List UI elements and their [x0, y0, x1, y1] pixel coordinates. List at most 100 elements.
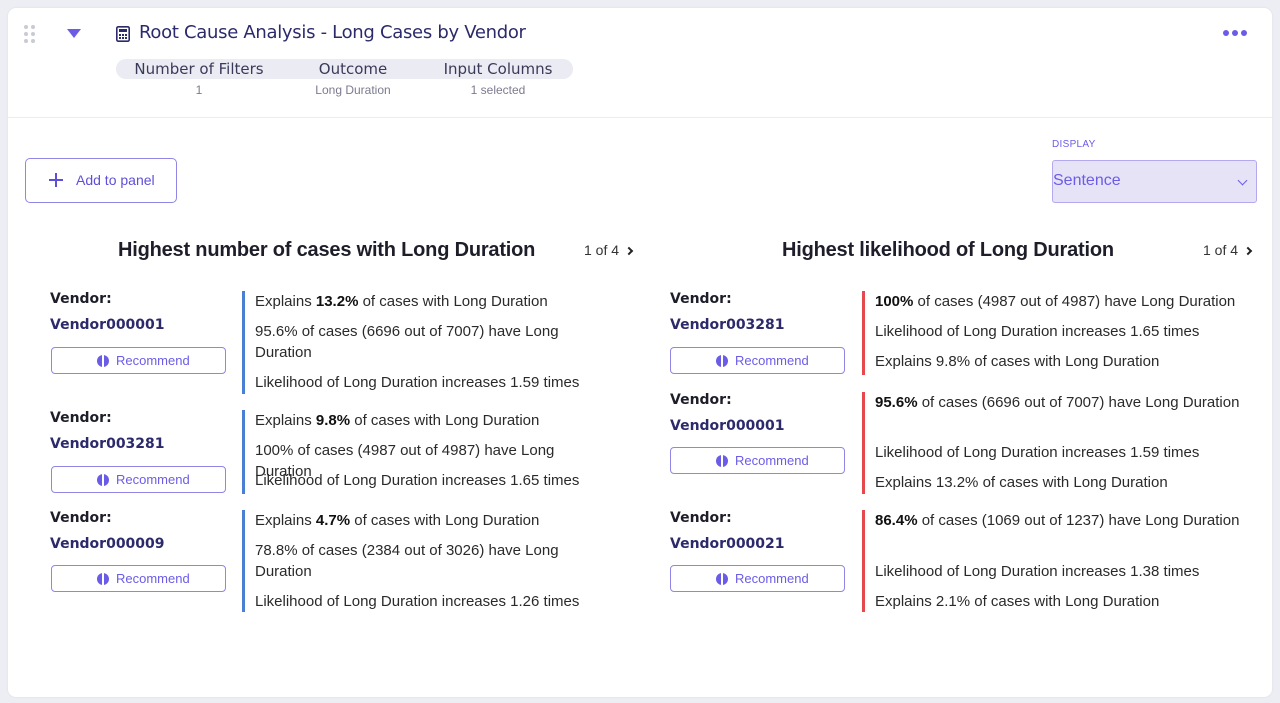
- left-vendor-block: Vendor: Vendor003281: [50, 410, 165, 452]
- recommend-icon: [716, 355, 728, 367]
- statement-text: Explains: [255, 412, 316, 429]
- statement-text: Likelihood of Long Duration increases 1.…: [255, 472, 580, 489]
- recommend-label: Recommend: [116, 571, 190, 586]
- insight-statement: Likelihood of Long Duration increases 1.…: [875, 561, 1255, 582]
- recommend-icon: [716, 573, 728, 585]
- recommend-label: Recommend: [116, 472, 190, 487]
- left-panel-title: Highest number of cases with Long Durati…: [118, 239, 536, 261]
- vendor-label: Vendor:: [50, 510, 112, 526]
- collapse-caret-icon[interactable]: [67, 29, 81, 38]
- left-insight-bar: [242, 510, 245, 612]
- recommend-button[interactable]: Recommend: [51, 347, 226, 374]
- right-panel-pager[interactable]: 1 of 4: [1203, 242, 1253, 258]
- statement-highlight: 13.2%: [315, 293, 359, 310]
- statement-text: Explains: [255, 512, 316, 529]
- vendor-label: Vendor:: [50, 410, 112, 426]
- right-insight-bar: [862, 510, 865, 612]
- insight-statement: Likelihood of Long Duration increases 1.…: [875, 321, 1255, 342]
- right-insight-bar: [862, 392, 865, 494]
- add-to-panel-button[interactable]: Add to panel: [25, 158, 177, 203]
- insight-statement: Explains 9.8% of cases with Long Duratio…: [875, 351, 1255, 372]
- statement-text: 100% of cases (4987 out of 4987) have Lo…: [255, 442, 555, 480]
- insight-statement: Explains 9.8% of cases with Long Duratio…: [255, 410, 615, 431]
- plus-icon: [49, 173, 63, 187]
- recommend-label: Recommend: [116, 353, 190, 368]
- statement-text: of cases (1069 out of 1237) have Long Du…: [917, 512, 1240, 529]
- calculator-icon: [116, 26, 130, 42]
- add-to-panel-label: Add to panel: [76, 172, 155, 188]
- vendor-label: Vendor:: [670, 291, 732, 307]
- chevron-right-icon: [624, 246, 634, 256]
- statement-text: Likelihood of Long Duration increases 1.…: [875, 323, 1200, 340]
- statement-text: of cases (4987 out of 4987) have Long Du…: [913, 293, 1236, 310]
- recommend-button[interactable]: Recommend: [670, 347, 845, 374]
- right-panel-pager-text: 1 of 4: [1203, 242, 1239, 258]
- statement-text: Likelihood of Long Duration increases 1.…: [875, 563, 1200, 580]
- insight-statement: Likelihood of Long Duration increases 1.…: [255, 372, 615, 393]
- display-select[interactable]: Sentence: [1052, 160, 1257, 203]
- more-options-icon[interactable]: [1223, 28, 1247, 38]
- statement-text: Likelihood of Long Duration increases 1.…: [875, 444, 1200, 461]
- meta-input-columns-value: 1 selected: [470, 83, 526, 97]
- right-vendor-block: Vendor: Vendor003281: [670, 291, 785, 333]
- statement-text: of cases with Long Duration: [358, 293, 548, 310]
- statement-highlight: 86.4%: [875, 512, 918, 529]
- display-select-value: Sentence: [1053, 172, 1121, 189]
- vendor-name: Vendor003281: [50, 436, 165, 452]
- chevron-down-icon: [1237, 175, 1248, 186]
- statement-highlight: 9.8%: [315, 412, 351, 429]
- insight-statement: Explains 13.2% of cases with Long Durati…: [255, 291, 615, 312]
- recommend-icon: [97, 474, 109, 486]
- statement-text: of cases with Long Duration: [350, 412, 540, 429]
- left-panel-pager-text: 1 of 4: [584, 242, 620, 258]
- right-panel-title: Highest likelihood of Long Duration: [782, 239, 1114, 261]
- vendor-label: Vendor:: [50, 291, 112, 307]
- insight-statement: 100% of cases (4987 out of 4987) have Lo…: [875, 291, 1255, 312]
- recommend-icon: [716, 455, 728, 467]
- statement-text: of cases with Long Duration: [350, 512, 540, 529]
- insight-statement: 100% of cases (4987 out of 4987) have Lo…: [255, 440, 615, 482]
- drag-handle-icon[interactable]: [24, 25, 36, 43]
- statement-text: of cases (6696 out of 7007) have Long Du…: [917, 394, 1240, 411]
- card-header: Root Cause Analysis - Long Cases by Vend…: [8, 8, 1272, 118]
- meta-filters: Number of Filters 1: [131, 59, 267, 97]
- meta-outcome: Outcome Long Duration: [298, 59, 408, 97]
- vendor-label: Vendor:: [670, 392, 732, 408]
- meta-filters-value: 1: [195, 83, 203, 97]
- vendor-name: Vendor000001: [50, 317, 165, 333]
- vendor-name: Vendor000009: [50, 536, 165, 552]
- recommend-icon: [97, 355, 109, 367]
- recommend-button[interactable]: Recommend: [51, 466, 226, 493]
- analysis-card: Root Cause Analysis - Long Cases by Vend…: [8, 8, 1272, 697]
- meta-filters-label: Number of Filters: [134, 60, 264, 78]
- insight-statement: 86.4% of cases (1069 out of 1237) have L…: [875, 510, 1255, 531]
- card-title: Root Cause Analysis - Long Cases by Vend…: [139, 22, 526, 43]
- recommend-button[interactable]: Recommend: [51, 565, 226, 592]
- recommend-label: Recommend: [735, 353, 809, 368]
- insight-statement: 78.8% of cases (2384 out of 3026) have L…: [255, 540, 615, 582]
- right-insight-bar: [862, 291, 865, 375]
- statement-text: Likelihood of Long Duration increases 1.…: [255, 593, 580, 610]
- insight-statement: Likelihood of Long Duration increases 1.…: [255, 470, 615, 491]
- recommend-icon: [97, 573, 109, 585]
- recommend-button[interactable]: Recommend: [670, 565, 845, 592]
- vendor-name: Vendor000001: [670, 418, 785, 434]
- meta-outcome-label: Outcome: [318, 60, 388, 78]
- insight-statement: Explains 13.2% of cases with Long Durati…: [875, 472, 1255, 493]
- meta-outcome-value: Long Duration: [315, 83, 391, 97]
- left-insight-bar: [242, 291, 245, 394]
- chevron-right-icon: [1243, 246, 1253, 256]
- recommend-button[interactable]: Recommend: [670, 447, 845, 474]
- meta-input-columns: Input Columns 1 selected: [440, 59, 556, 97]
- insight-statement: 95.6% of cases (6696 out of 7007) have L…: [875, 392, 1255, 413]
- statement-highlight: 100%: [875, 293, 914, 310]
- left-panel-pager[interactable]: 1 of 4: [584, 242, 634, 258]
- statement-text: 95.6% of cases (6696 out of 7007) have L…: [255, 323, 559, 361]
- statement-text: Explains: [255, 293, 316, 310]
- statement-text: Likelihood of Long Duration increases 1.…: [255, 374, 580, 391]
- vendor-name: Vendor000021: [670, 536, 785, 552]
- insight-statement: Explains 4.7% of cases with Long Duratio…: [255, 510, 615, 531]
- insight-statement: Explains 2.1% of cases with Long Duratio…: [875, 591, 1255, 612]
- meta-bar: [116, 59, 573, 79]
- recommend-label: Recommend: [735, 571, 809, 586]
